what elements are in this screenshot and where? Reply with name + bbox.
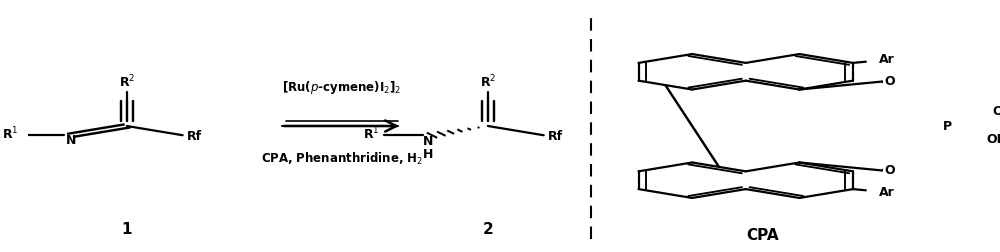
Text: OH: OH bbox=[986, 133, 1000, 146]
Text: R$^2$: R$^2$ bbox=[119, 74, 135, 90]
Text: R$^1$: R$^1$ bbox=[363, 126, 379, 142]
Text: CPA: CPA bbox=[747, 228, 779, 243]
Text: CPA, Phenanthridine, H$_2$: CPA, Phenanthridine, H$_2$ bbox=[261, 151, 423, 167]
Text: N: N bbox=[423, 135, 433, 148]
Text: [Ru($p$-cymene)I$_2$]$_2$: [Ru($p$-cymene)I$_2$]$_2$ bbox=[282, 79, 401, 96]
Text: Rf: Rf bbox=[187, 130, 202, 143]
Text: Rf: Rf bbox=[548, 130, 563, 143]
Text: R$^2$: R$^2$ bbox=[480, 74, 496, 90]
Text: 1: 1 bbox=[122, 222, 132, 237]
Text: O: O bbox=[885, 75, 895, 87]
Text: O: O bbox=[885, 165, 895, 177]
Text: R$^1$: R$^1$ bbox=[2, 126, 18, 142]
Text: O: O bbox=[993, 105, 1000, 118]
Text: Ar: Ar bbox=[879, 186, 895, 199]
Text: H: H bbox=[423, 148, 433, 161]
Text: Ar: Ar bbox=[879, 53, 895, 66]
Text: N: N bbox=[66, 134, 76, 147]
Text: P: P bbox=[943, 119, 952, 133]
Text: 2: 2 bbox=[482, 222, 493, 237]
